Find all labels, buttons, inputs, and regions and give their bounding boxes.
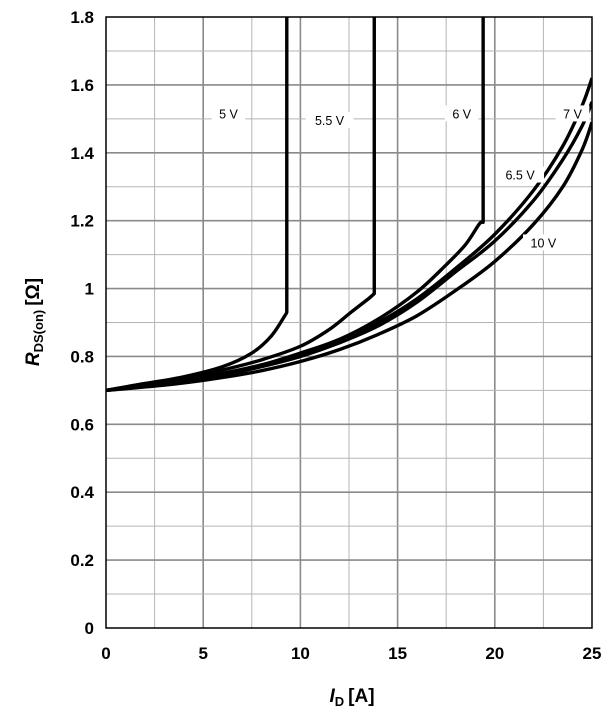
- series-line: [106, 121, 592, 393]
- grid: [106, 17, 592, 628]
- curve-label-bg: [444, 105, 479, 122]
- plot-frame: [105, 16, 593, 629]
- x-tick-label: 20: [485, 644, 504, 663]
- y-tick-label: 0: [85, 619, 94, 638]
- curve-label: 6 V: [452, 107, 471, 121]
- series-line: [106, 77, 592, 393]
- curve-label-bg: [211, 105, 246, 122]
- y-tick-label: 1.2: [70, 212, 94, 231]
- y-tick-label: 0.4: [70, 483, 94, 502]
- curve-label: 10 V: [531, 236, 557, 250]
- curve-label-bg: [555, 105, 590, 122]
- y-tick-label: 0.2: [70, 551, 94, 570]
- curve-label: 6.5 V: [505, 169, 535, 183]
- y-axis-title: RDS(on)[Ω]: [23, 278, 46, 366]
- x-tick-label: 10: [291, 644, 310, 663]
- curve-label-bg: [305, 112, 354, 129]
- curve-labels: 5 V 5.5 V 6 V 6.5 V 7 V 10 V: [211, 105, 590, 251]
- curve-label: 7 V: [563, 107, 582, 121]
- curve-label: 5 V: [219, 107, 238, 121]
- x-axis-title: ID [A]: [329, 686, 374, 709]
- tick-labels: 0 5 10 15 20 25 0 0.2 0.4 0.6 0.8 1 1.2 1.4 1.6 1.8: [70, 8, 601, 663]
- y-tick-label: 1.6: [70, 76, 94, 95]
- x-tick-label: 25: [583, 644, 602, 663]
- curve-label: 5.5 V: [315, 114, 345, 128]
- x-tick-label: 5: [198, 644, 207, 663]
- y-tick-label: 0.6: [70, 415, 94, 434]
- y-tick-label: 1.4: [70, 144, 94, 163]
- y-tick-label: 1: [85, 280, 94, 299]
- series-group: [106, 17, 592, 393]
- y-tick-label: 1.8: [70, 8, 94, 27]
- curve-label-bg: [496, 166, 545, 183]
- x-tick-label: 15: [388, 644, 407, 663]
- curve-label-bg: [523, 234, 564, 251]
- x-tick-label: 0: [101, 644, 110, 663]
- y-tick-label: 0.8: [70, 347, 94, 366]
